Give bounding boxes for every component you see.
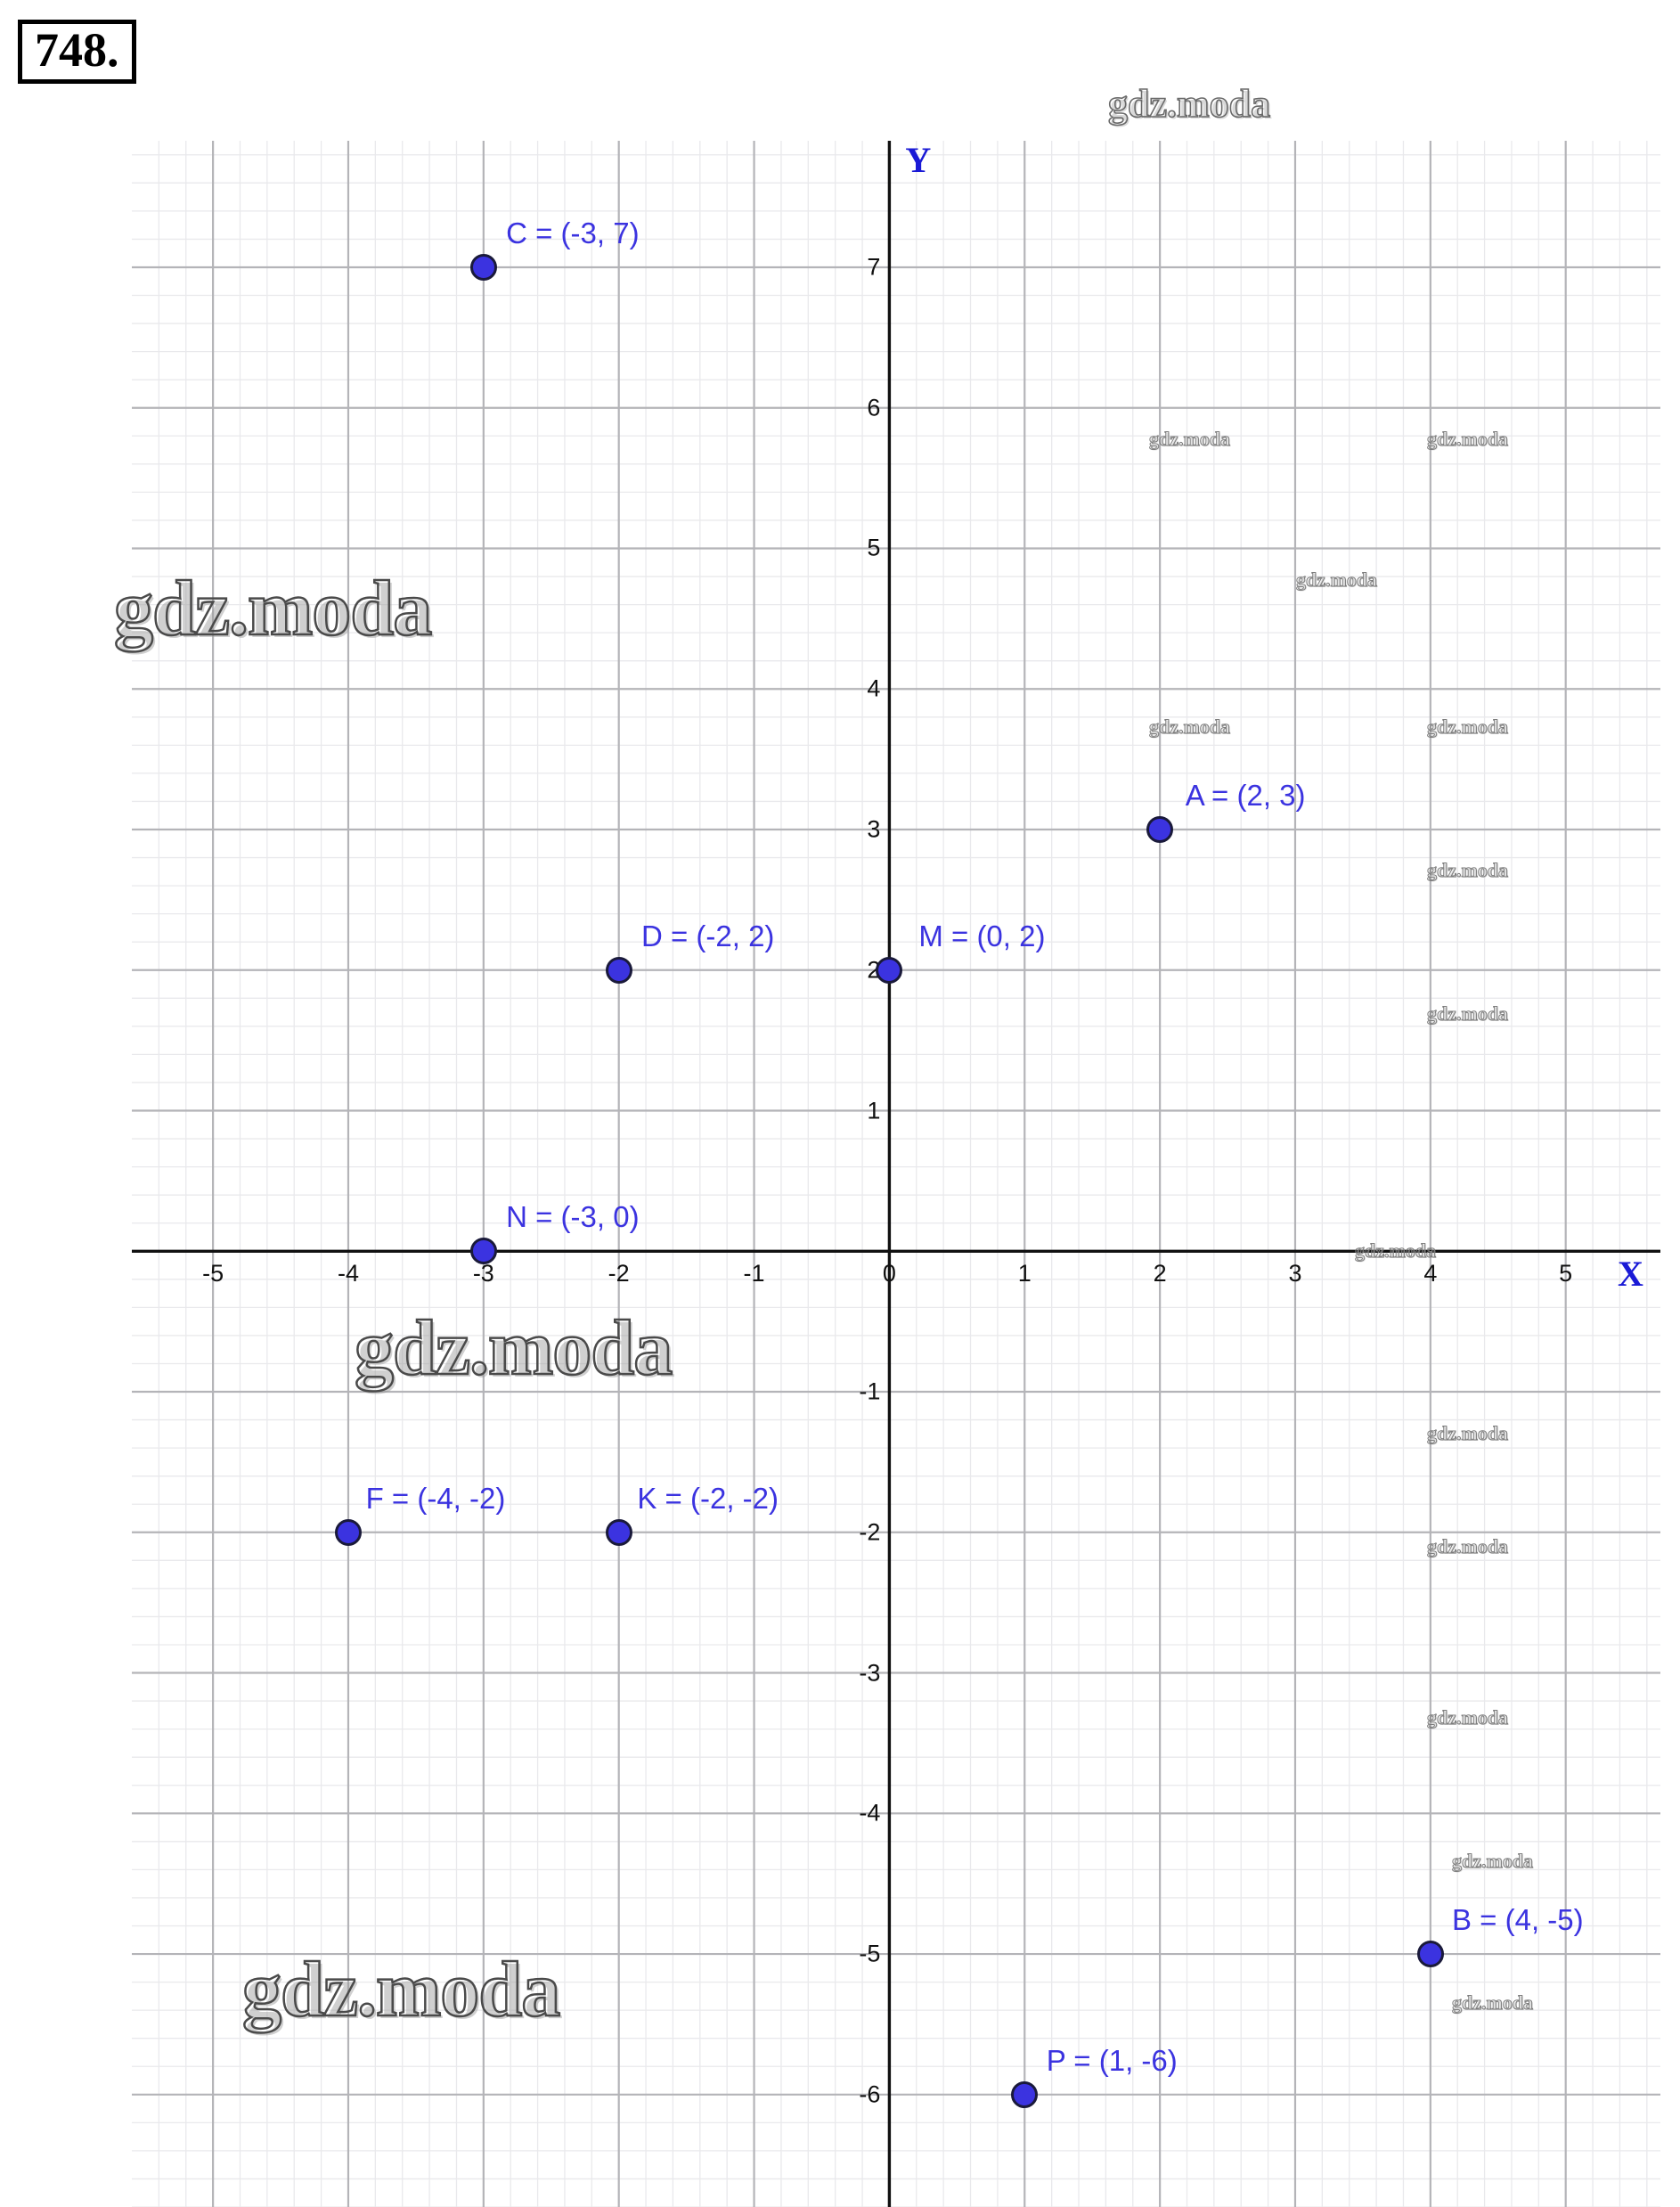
x-tick-label: -5 (202, 1260, 224, 1287)
point-label-p: P = (1, -6) (1046, 2043, 1178, 2077)
x-tick-label: -2 (608, 1260, 630, 1287)
y-tick-label: 1 (867, 1097, 881, 1124)
x-tick-label: 2 (1153, 1260, 1167, 1287)
point-label-d: D = (-2, 2) (640, 919, 775, 952)
x-tick-label: 5 (1559, 1260, 1573, 1287)
y-tick-label: 5 (867, 534, 881, 561)
watermark-mid-0: gdz.moda (1107, 82, 1271, 126)
data-point-n[interactable] (469, 1238, 497, 1265)
problem-number: 748. (35, 23, 119, 77)
problem-number-box: 748. (18, 20, 136, 84)
x-tick-label: 4 (1423, 1260, 1438, 1287)
x-axis-label: X (1618, 1254, 1643, 1295)
data-point-a[interactable] (1146, 816, 1174, 843)
coordinate-plane: -5 -4 -3 -2 -1 0 1 2 3 4 5 7 6 5 4 3 2 1 -1 -2 -3 -4 -5 -6 C = … (132, 141, 1660, 2207)
major-gridlines (132, 141, 1660, 2207)
y-tick-label: -4 (859, 1799, 881, 1827)
y-axis-label: Y (905, 141, 932, 180)
data-point-f[interactable] (334, 1518, 362, 1546)
x-tick-label: -1 (743, 1260, 765, 1287)
y-tick-label: 3 (867, 815, 881, 843)
data-point-c[interactable] (469, 253, 497, 281)
minor-gridlines (132, 141, 1660, 2207)
y-tick-label: 4 (867, 674, 881, 702)
point-label-m: M = (0, 2) (918, 919, 1046, 952)
grid-and-axes (132, 141, 1660, 2207)
y-tick-label: -1 (859, 1377, 881, 1405)
point-label-f: F = (-4, -2) (365, 1481, 506, 1515)
y-tick-label: 7 (867, 253, 881, 281)
data-point-p[interactable] (1011, 2080, 1039, 2108)
data-point-b[interactable] (1416, 1941, 1444, 1968)
x-tick-label: -3 (472, 1260, 494, 1287)
point-label-n: N = (-3, 0) (506, 1200, 640, 1234)
x-tick-label: -4 (337, 1260, 359, 1287)
point-label-k: K = (-2, -2) (637, 1481, 779, 1515)
y-tick-label: -2 (859, 1518, 881, 1546)
axis-lines (132, 141, 1660, 2207)
y-tick-label: -3 (859, 1659, 881, 1687)
x-tick-label: 0 (882, 1260, 896, 1287)
data-point-d[interactable] (605, 956, 632, 984)
x-tick-label: 1 (1017, 1260, 1032, 1287)
y-tick-label: 6 (867, 394, 881, 421)
data-point-m[interactable] (876, 956, 903, 984)
data-point-k[interactable] (605, 1518, 632, 1546)
y-tick-label: -5 (859, 1940, 881, 1967)
x-tick-label: 3 (1288, 1260, 1302, 1287)
point-label-c: C = (-3, 7) (506, 216, 640, 249)
point-label-b: B = (4, -5) (1452, 1903, 1584, 1937)
point-label-a: A = (2, 3) (1185, 779, 1306, 812)
y-tick-label: -6 (859, 2080, 881, 2108)
